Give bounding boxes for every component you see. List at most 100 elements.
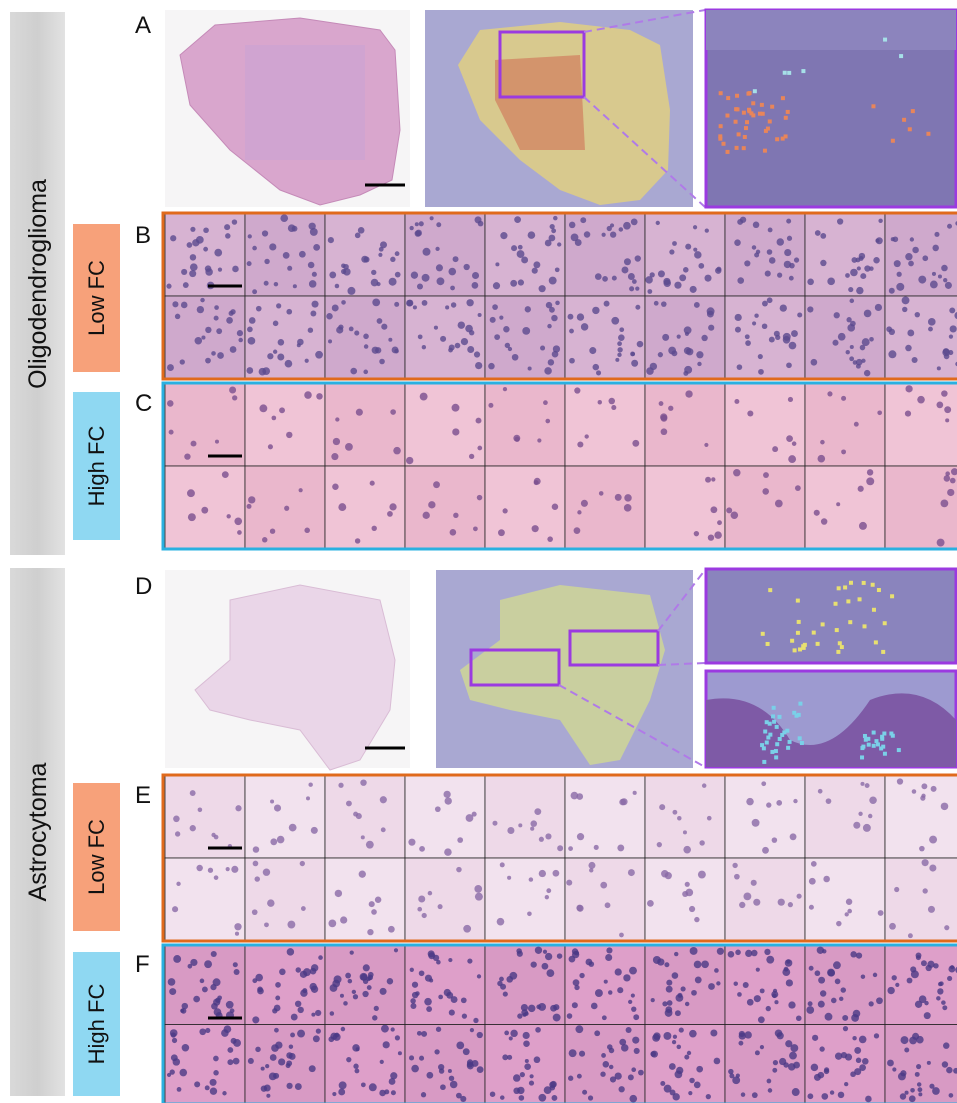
nucleus <box>259 404 267 412</box>
nucleus <box>635 287 639 291</box>
nucleus <box>341 300 346 305</box>
nucleus <box>609 1065 614 1070</box>
heat-dot <box>775 725 779 729</box>
heat-dot <box>863 734 867 738</box>
nucleus <box>683 267 689 273</box>
group-label: Astrocytoma <box>24 762 52 901</box>
nucleus <box>617 347 622 352</box>
nucleus <box>600 882 607 889</box>
nucleus <box>551 315 557 321</box>
nucleus <box>338 1089 345 1096</box>
nucleus <box>395 1035 400 1040</box>
nucleus <box>662 334 669 341</box>
nucleus <box>278 339 285 346</box>
nucleus <box>710 1029 717 1036</box>
nucleus <box>685 390 692 397</box>
heat-dot <box>778 737 782 741</box>
heat-dot <box>743 135 747 139</box>
nucleus <box>295 1083 302 1090</box>
nucleus <box>936 402 943 409</box>
nucleus <box>233 962 238 967</box>
nucleus <box>863 824 871 832</box>
nucleus <box>843 1026 848 1031</box>
nucleus <box>568 846 573 851</box>
nucleus <box>658 352 663 357</box>
tile <box>565 214 645 296</box>
nucleus <box>667 1000 673 1006</box>
heat-dot <box>771 714 775 718</box>
nucleus <box>753 899 760 906</box>
nucleus <box>635 305 640 310</box>
nucleus <box>631 1067 636 1072</box>
nucleus <box>737 277 744 284</box>
nucleus <box>905 345 911 351</box>
nucleus <box>787 236 792 241</box>
nucleus <box>838 333 846 341</box>
nucleus <box>463 1048 470 1055</box>
nucleus <box>255 876 260 881</box>
nucleus <box>815 230 821 236</box>
nucleus <box>438 1064 444 1070</box>
nucleus <box>249 317 256 324</box>
heat-dot <box>753 89 757 93</box>
nucleus <box>205 358 211 364</box>
nucleus <box>820 990 826 996</box>
nucleus <box>677 1045 682 1050</box>
heat-dot <box>876 742 880 746</box>
nucleus <box>682 891 688 897</box>
nucleus <box>190 790 196 796</box>
nucleus <box>198 808 203 813</box>
nucleus <box>181 302 188 309</box>
nucleus <box>268 444 273 449</box>
nucleus <box>394 948 398 952</box>
nucleus <box>835 979 841 985</box>
heat-dot <box>862 581 866 585</box>
nucleus <box>309 1065 316 1072</box>
nucleus <box>188 513 196 521</box>
nucleus <box>175 314 180 319</box>
nucleus <box>407 300 414 307</box>
nucleus <box>818 1001 825 1008</box>
nucleus <box>520 1072 525 1077</box>
heat-dot <box>735 146 739 150</box>
nucleus <box>247 261 252 266</box>
tile <box>325 384 405 466</box>
nucleus <box>372 526 377 531</box>
nucleus <box>909 1095 916 1102</box>
nucleus <box>788 1001 795 1008</box>
nucleus <box>264 281 269 286</box>
nucleus <box>693 248 697 252</box>
nucleus <box>530 820 537 827</box>
nucleus <box>902 296 910 304</box>
nucleus <box>363 964 370 971</box>
tile <box>725 466 805 548</box>
nucleus <box>193 996 200 1003</box>
heat-dot <box>871 104 875 108</box>
nucleus <box>595 273 602 280</box>
nucleus <box>631 219 638 226</box>
nucleus <box>857 266 861 270</box>
nucleus <box>921 960 927 966</box>
nucleus <box>411 272 418 279</box>
nucleus <box>807 279 814 286</box>
nucleus <box>886 326 892 332</box>
nucleus <box>833 961 841 969</box>
nucleus <box>462 1013 467 1018</box>
nucleus <box>196 236 204 244</box>
heatmap-image <box>436 570 705 768</box>
tile <box>645 384 725 466</box>
nucleus <box>393 447 401 455</box>
nucleus <box>911 970 919 978</box>
nucleus <box>378 253 382 257</box>
nucleus <box>786 435 793 442</box>
nucleus <box>694 1081 701 1088</box>
nucleus <box>273 321 279 327</box>
nucleus <box>936 996 941 1001</box>
nucleus <box>433 481 440 488</box>
nucleus <box>514 216 521 223</box>
nucleus <box>346 1057 351 1062</box>
nucleus <box>632 1037 639 1044</box>
nucleus <box>499 316 503 320</box>
nucleus <box>456 1093 462 1099</box>
nucleus <box>685 1002 689 1006</box>
